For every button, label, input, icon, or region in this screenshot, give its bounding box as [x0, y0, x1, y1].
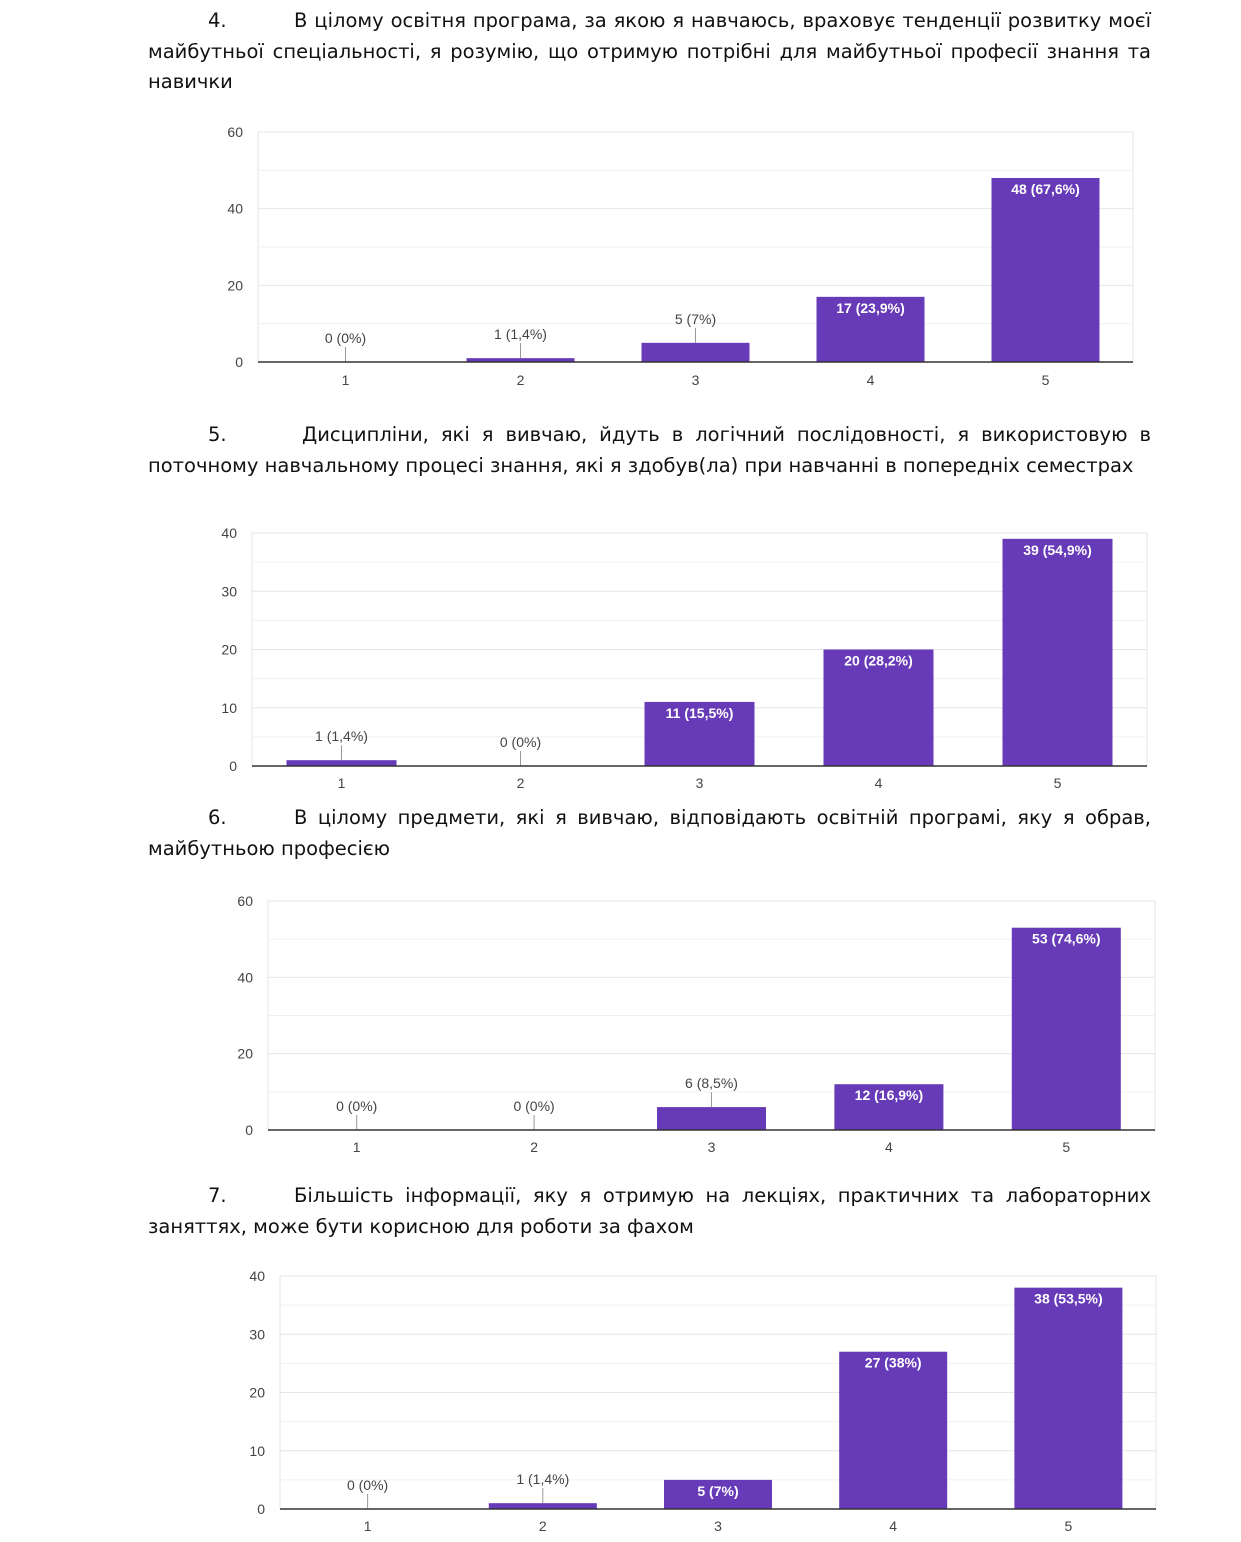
bar-5: [1002, 538, 1113, 766]
question-7-text: 7. Більшість інформації, яку я отримую на…: [148, 1184, 1151, 1238]
x-tick-label: 1: [342, 372, 350, 388]
y-tick-label: 20: [221, 642, 237, 658]
question-5-text: 5. Дисципліни, які я вивчаю, йдуть в логі…: [148, 423, 1151, 477]
bar-5: [1011, 927, 1121, 1130]
y-tick-label: 40: [227, 201, 243, 217]
x-tick-label: 5: [1065, 1518, 1073, 1534]
data-label: 48 (67,6%): [1011, 181, 1079, 197]
data-label: 6 (8,5%): [685, 1075, 738, 1091]
data-label: 5 (7%): [697, 1483, 738, 1499]
y-tick-label: 40: [221, 525, 237, 541]
data-label: 0 (0%): [513, 1098, 554, 1114]
data-label: 5 (7%): [675, 311, 716, 327]
data-label: 1 (1,4%): [494, 326, 547, 342]
x-tick-label: 3: [708, 1139, 716, 1155]
bar-3: [657, 1107, 766, 1130]
x-tick-label: 4: [885, 1139, 893, 1155]
data-label: 1 (1,4%): [315, 728, 368, 744]
bar-2: [466, 358, 575, 362]
data-label: 11 (15,5%): [666, 705, 734, 721]
y-tick-label: 60: [227, 124, 243, 140]
y-tick-label: 40: [237, 969, 253, 985]
x-tick-label: 1: [353, 1139, 361, 1155]
data-label: 38 (53,5%): [1034, 1291, 1102, 1307]
bar-5: [1014, 1287, 1123, 1509]
x-tick-label: 2: [539, 1518, 547, 1534]
data-label: 0 (0%): [500, 734, 541, 750]
data-label: 0 (0%): [325, 330, 366, 346]
y-tick-label: 30: [221, 583, 237, 599]
data-label: 17 (23,9%): [836, 300, 904, 316]
y-tick-label: 0: [257, 1501, 265, 1517]
chart-question-5: 0 10 20 30 40 1 (1,4%) 1 0 (0%) 2 11 (15,5%) 3 20 (…: [221, 525, 1148, 791]
x-tick-label: 4: [875, 775, 883, 791]
x-tick-label: 3: [714, 1518, 722, 1534]
question-6-body: В цілому предмети, які я вивчаю, відпові…: [148, 806, 1151, 860]
y-tick-label: 30: [249, 1326, 265, 1342]
y-tick-label: 10: [221, 700, 237, 716]
question-4-text: 4. В цілому освітня програма, за якою я н…: [148, 9, 1151, 93]
data-label: 27 (38%): [865, 1355, 922, 1371]
bar-3: [664, 1479, 772, 1509]
data-label: 0 (0%): [336, 1098, 377, 1114]
data-label: 12 (16,9%): [855, 1087, 923, 1103]
x-tick-label: 5: [1054, 775, 1062, 791]
question-7-body: Більшість інформації, яку я отримую на л…: [148, 1184, 1151, 1238]
question-4-body: В цілому освітня програма, за якою я нав…: [148, 9, 1151, 93]
x-tick-label: 4: [889, 1518, 897, 1534]
bar-4: [834, 1084, 944, 1130]
bar-1: [286, 760, 397, 766]
data-label: 39 (54,9%): [1023, 542, 1091, 558]
y-tick-label: 0: [245, 1122, 253, 1138]
y-tick-label: 0: [235, 354, 243, 370]
data-label: 53 (74,6%): [1032, 931, 1100, 947]
y-tick-label: 20: [249, 1385, 265, 1401]
chart-question-4: 0 20 40 60 0 (0%) 1 1 (1,4%) 2 5 (7%) 3 17 (23,9%)…: [227, 124, 1134, 388]
bar-3: [641, 342, 750, 362]
x-tick-label: 4: [867, 372, 875, 388]
x-tick-label: 5: [1042, 372, 1050, 388]
y-tick-label: 60: [237, 893, 253, 909]
data-label: 20 (28,2%): [844, 653, 912, 669]
x-tick-label: 3: [692, 372, 700, 388]
chart-question-6: 0 20 40 60 0 (0%) 1 0 (0%) 2 6 (8,5%) 3 12 (16,9%)…: [237, 893, 1156, 1155]
data-label: 1 (1,4%): [516, 1471, 569, 1487]
bar-2: [488, 1503, 597, 1509]
bar-3: [644, 701, 755, 766]
y-tick-label: 20: [237, 1046, 253, 1062]
x-tick-label: 2: [517, 775, 525, 791]
x-tick-label: 2: [517, 372, 525, 388]
y-tick-label: 10: [249, 1443, 265, 1459]
question-6-text: 6. В цілому предмети, які я вивчаю, відпо…: [148, 806, 1151, 860]
x-tick-label: 3: [696, 775, 704, 791]
y-tick-label: 40: [249, 1268, 265, 1284]
chart-question-7: 0 10 20 30 40 0 (0%) 1 1 (1,4%) 2 5 (7%) 3 27 (38%)…: [249, 1268, 1157, 1534]
x-tick-label: 1: [364, 1518, 372, 1534]
data-label: 0 (0%): [347, 1477, 388, 1493]
bar-4: [823, 649, 934, 766]
y-tick-label: 0: [229, 758, 237, 774]
bar-5: [991, 178, 1100, 362]
x-tick-label: 2: [530, 1139, 538, 1155]
question-5-body: Дисципліни, які я вивчаю, йдуть в логічн…: [148, 423, 1151, 477]
bar-4: [839, 1351, 948, 1509]
x-tick-label: 1: [338, 775, 346, 791]
x-tick-label: 5: [1062, 1139, 1070, 1155]
y-tick-label: 20: [227, 277, 243, 293]
bar-4: [816, 296, 925, 362]
